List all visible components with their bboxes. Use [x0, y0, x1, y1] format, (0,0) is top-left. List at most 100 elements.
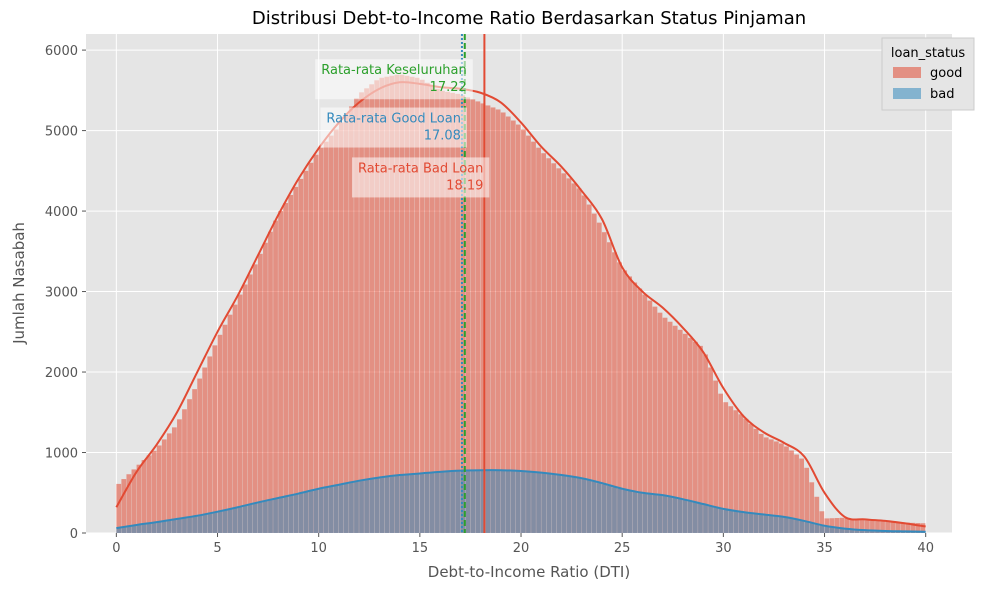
histogram-bar-good [612, 252, 617, 533]
histogram-bar-good [521, 129, 526, 534]
histogram-bar-bad [844, 529, 850, 533]
histogram-bar-bad [485, 470, 491, 533]
histogram-bar-bad [531, 472, 536, 533]
histogram-bar-good [607, 242, 612, 533]
histogram-bar-good [212, 345, 218, 533]
histogram-bar-bad [354, 481, 359, 533]
histogram-bar-bad [657, 494, 663, 533]
histogram-bar-good [698, 345, 703, 533]
histogram-bar-bad [465, 470, 471, 533]
histogram-bar-good [394, 74, 400, 533]
histogram-bar-bad [571, 477, 577, 533]
histogram-bar-good [849, 518, 855, 533]
histogram-bar-good [708, 367, 713, 533]
histogram-bar-bad [333, 485, 339, 533]
legend-swatch-good [893, 67, 921, 78]
histogram-bar-bad [171, 519, 177, 533]
histogram-bar-bad [637, 492, 643, 533]
histogram-bar-good [369, 84, 375, 533]
histogram-bar-good [151, 450, 157, 533]
histogram-bar-bad [328, 486, 334, 533]
histogram-bar-good [222, 324, 228, 533]
histogram-bar-bad [718, 508, 724, 533]
histogram-bar-good [278, 211, 283, 533]
histogram-bar-bad [318, 488, 324, 533]
histogram-bar-bad [156, 522, 162, 533]
histogram-bar-good [171, 427, 177, 533]
histogram-bar-good [779, 443, 784, 533]
histogram-bar-bad [460, 470, 466, 533]
annotation-box [320, 107, 467, 148]
histogram-bar-bad [146, 523, 152, 533]
histogram-bar-bad [151, 522, 157, 533]
annotation: Rata-rata Good Loan 17.08 [320, 107, 467, 148]
histogram-bar-good [485, 105, 491, 533]
histogram-bar-good [576, 188, 582, 534]
histogram-bar-good [237, 294, 243, 533]
histogram-bar-good [672, 325, 678, 533]
histogram-bar-good [404, 75, 410, 533]
histogram-bar-bad [247, 504, 253, 533]
histogram-bar-good [723, 402, 729, 533]
annotation-box [315, 59, 473, 100]
histogram-bar-bad [399, 474, 405, 533]
histogram-bar-bad [288, 495, 294, 533]
histogram-bar-good [116, 483, 122, 533]
histogram-bar-bad [693, 502, 698, 533]
histogram-bar-good [379, 77, 385, 533]
histogram-bar-good [121, 479, 127, 533]
histogram-bar-bad [217, 511, 223, 533]
histogram-bar-bad [824, 526, 830, 533]
x-tick-label: 40 [917, 541, 934, 556]
histogram-bar-good [718, 393, 724, 533]
histogram-bar-bad [480, 470, 486, 533]
histogram-bar-bad [794, 519, 799, 533]
histogram-bar-bad [192, 516, 197, 533]
histogram-bar-bad [338, 484, 344, 533]
histogram-bar-good [526, 135, 531, 533]
histogram-bar-bad [627, 490, 633, 533]
histogram-bar-good [920, 523, 926, 533]
histogram-bar-good [136, 464, 142, 533]
histogram-bar-good [647, 300, 653, 533]
histogram-bar-bad [834, 528, 840, 533]
kde-line-bad [116, 469, 926, 533]
histogram-bar-bad [521, 471, 526, 533]
histogram-bar-good [687, 337, 693, 533]
legend: loan_status good bad [881, 37, 975, 111]
annotations: Rata-rata Keseluruhan 17.22 Rata-rata Good… [315, 59, 490, 198]
histogram-bar-good [713, 380, 719, 533]
histogram-bar-good [510, 120, 516, 533]
histogram-bar-bad [364, 479, 369, 533]
annotation-value: 17.22 [430, 80, 467, 95]
histogram-bar-bad [713, 507, 719, 533]
histogram-bar-bad [298, 492, 304, 533]
histogram-bar-bad [343, 483, 349, 533]
histogram-bar-good [784, 446, 789, 533]
histogram-bar-good [354, 98, 359, 534]
histogram-bar-bad [490, 470, 496, 533]
histogram-bar-bad [612, 487, 617, 533]
histogram-bar-bad [384, 476, 390, 533]
histogram-bar-bad [313, 489, 319, 533]
histogram-bar-good [161, 439, 167, 533]
histogram-bar-bad [435, 472, 440, 533]
histogram-bar-good [733, 410, 739, 533]
histogram-bar-bad [784, 517, 789, 533]
histogram-bar-good [834, 518, 840, 533]
histogram-bar-good [475, 101, 481, 533]
histogram-bar-bad [263, 500, 268, 533]
histogram-bar-bad [814, 524, 820, 533]
histogram-bar-good [677, 329, 683, 533]
histogram-bar-good [622, 270, 627, 533]
histogram-bar-good [242, 284, 248, 533]
histogram-bar-bad [227, 509, 233, 533]
histogram-bar-good [359, 92, 364, 534]
histogram-bar-good [652, 306, 658, 533]
histogram-bar-bad [763, 514, 769, 533]
kde-curves [115, 81, 926, 533]
histogram-bar-good [819, 511, 825, 533]
histogram-bar-good [399, 74, 405, 533]
histogram-bar-good [738, 414, 744, 533]
histogram-bar-good [349, 106, 354, 533]
